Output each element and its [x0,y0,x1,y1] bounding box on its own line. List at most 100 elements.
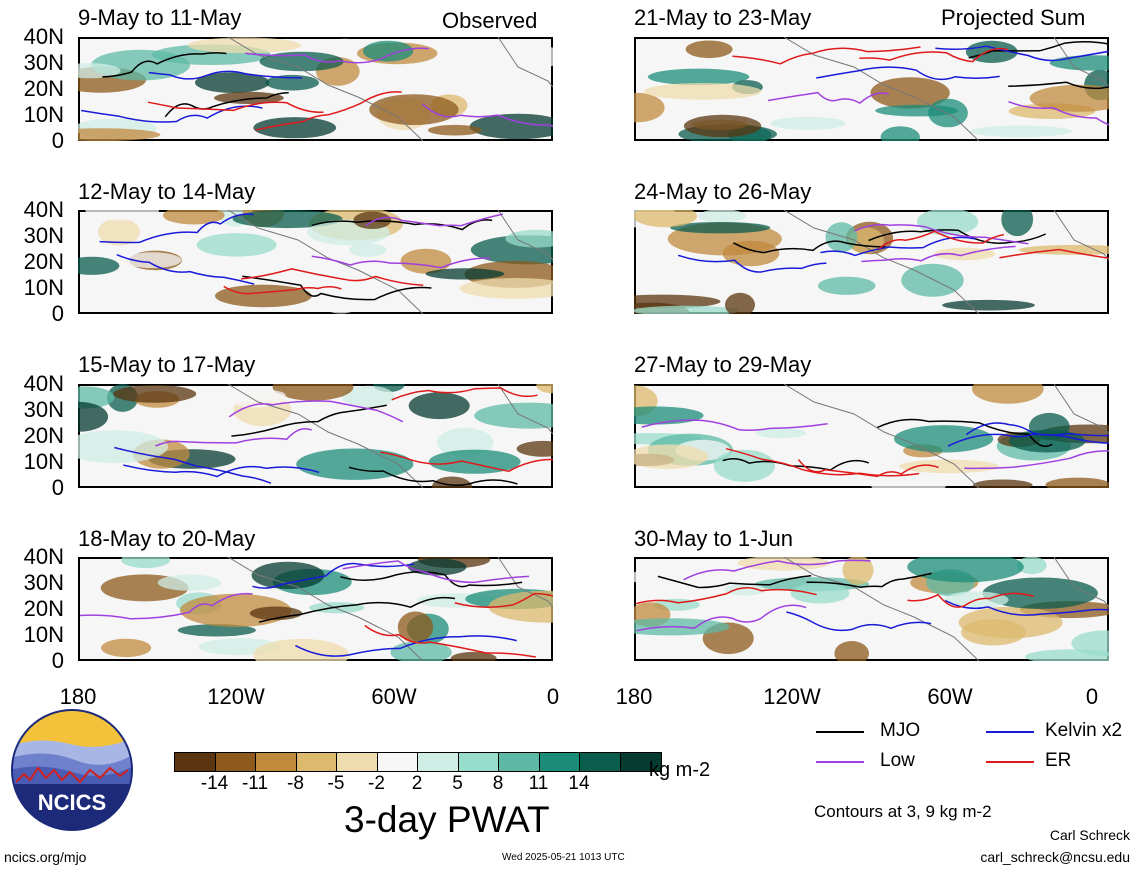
y-tick-label: 40N [23,24,64,49]
contour-line [947,433,1109,447]
pwat-anomaly-blob [97,218,140,246]
pwat-anomaly-blob [737,557,830,571]
colorbar-units: kg m-2 [649,759,711,781]
pwat-anomaly-blob [972,384,1044,404]
colorbar-box [620,753,661,771]
panel-title: 21-May to 23-May [634,5,812,30]
contour-line [816,66,1000,81]
field-svg [634,37,1109,141]
colorbar-tick-label: -8 [287,773,304,794]
pwat-anomaly-blob [634,92,665,123]
y-tick-label: 40N [23,544,64,569]
contour-line [820,236,976,257]
colorbar-box [337,753,378,771]
contour-line [806,572,932,588]
contour-line [155,428,312,447]
y-tick-label: 0 [51,301,64,326]
panel-title: 30-May to 1-Jun [634,526,793,551]
pwat-anomaly-blob [725,292,755,314]
pwat-anomaly-blob [427,124,482,136]
legend-swatch-mjo [816,731,864,733]
logo-graphic [11,709,133,831]
contour-line [657,575,812,589]
y-tick-label: 30N [23,570,64,595]
pwat-anomaly-blob [78,128,161,141]
colorbar [174,752,662,772]
pwat-anomaly-blob [113,385,197,403]
map-panel [634,37,1109,141]
y-tick-label: 30N [23,50,64,75]
contour-line [1008,81,1109,90]
contour-line [365,213,503,227]
contour-line [733,240,886,254]
pwat-anomaly-blob [773,40,841,51]
map-panel [78,210,553,314]
pwat-anomaly-blob [505,229,553,248]
colorbar-tick-label: -14 [200,773,229,794]
pwat-anomaly-blob [634,210,698,228]
contour-line [148,70,303,80]
y-tick-label: 40N [23,197,64,222]
contour-line [252,562,415,589]
y-tick-label: 10N [23,622,64,647]
main-title: 3-day PWAT [344,799,550,840]
pwat-anomaly-blob [348,243,387,257]
contour-line [859,47,1009,63]
pwat-anomaly-blob [1001,210,1034,237]
map-panel [634,384,1109,488]
pwat-anomaly-blob [770,116,846,130]
x-tick-label: 0 [546,684,560,709]
pwat-anomaly-blob [643,83,762,100]
pwat-anomaly-blob [842,557,874,585]
contour-line [868,229,1047,244]
y-tick-label: 20N [23,249,64,274]
contour-line [999,248,1109,259]
pwat-anomaly-blob [1016,557,1047,575]
contour-line [231,404,387,437]
pwat-anomaly-blob [474,402,553,429]
pwat-anomaly-blob [488,590,553,623]
contour-line [732,46,921,65]
pwat-anomaly-blob [498,45,553,69]
legend-swatch-kelvin [986,731,1034,733]
pwat-anomaly-blob [744,262,820,294]
contour-line [641,419,828,431]
colorbar-box [458,753,499,771]
legend-label: Kelvin x2 [1045,720,1123,741]
contour-line [944,599,1109,616]
contour-line [683,559,871,581]
footer-site: ncics.org/mjo [4,849,87,865]
pwat-anomaly-blob [698,210,746,223]
pwat-anomaly-blob [880,126,920,141]
x-tick-label: 60W [927,684,973,709]
contour-line [797,459,939,478]
pwat-anomaly-blob [790,583,850,604]
pwat-anomaly-blob [157,574,222,591]
panel-title: 27-May to 29-May [634,352,812,377]
pwat-anomaly-blob [647,68,750,86]
colorbar-box [296,753,337,771]
pwat-anomaly-blob [870,468,947,488]
pwat-anomaly-blob [834,641,869,661]
pwat-anomaly-blob [459,278,553,299]
field-svg [79,557,553,661]
pwat-anomaly-blob [193,387,286,402]
contour-line [964,450,1109,470]
contour-line [116,254,255,285]
pwat-anomaly-blob [265,74,319,91]
y-tick-label: 10N [23,102,64,127]
panel-title: 15-May to 17-May [78,352,256,377]
contour-line [242,275,432,301]
contour-line [876,418,1053,447]
contour-line [767,91,889,105]
contour-line [1008,100,1109,126]
contour-line [102,52,227,78]
contour-line [79,592,253,620]
contour-line [454,592,553,608]
y-tick-label: 30N [23,397,64,422]
panel-corner-label: Projected Sum [941,5,1086,30]
pwat-anomaly-blob [969,125,1072,138]
pwat-anomaly-blob [899,459,999,474]
pwat-anomaly-blob [907,557,1024,583]
panel-title: 24-May to 26-May [634,179,812,204]
